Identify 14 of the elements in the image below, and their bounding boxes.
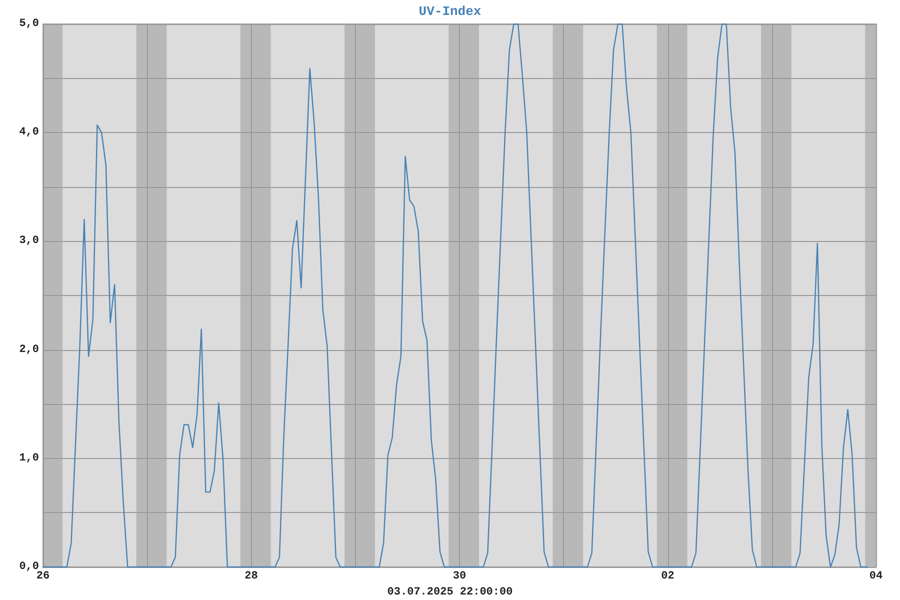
x-tick-label: 28 <box>244 570 258 582</box>
line-series <box>42 23 868 568</box>
x-tick-label: 26 <box>36 570 50 582</box>
x-tick-label: 30 <box>452 570 466 582</box>
y-tick-label: 3,0 <box>19 235 39 248</box>
y-tick-label: 5,0 <box>19 18 39 30</box>
y-tick-label: 1,0 <box>19 452 39 464</box>
chart-title: UV-Index <box>418 4 482 19</box>
y-tick-label: 2,0 <box>19 344 39 356</box>
text: 03.07.2025 22:00:00 <box>387 586 513 598</box>
x-tick-label: 04 <box>869 570 883 582</box>
x-tick-label: 02 <box>661 570 674 582</box>
y-tick-label: 4,0 <box>19 126 39 139</box>
y-tick-label: 0,0 <box>19 561 39 573</box>
